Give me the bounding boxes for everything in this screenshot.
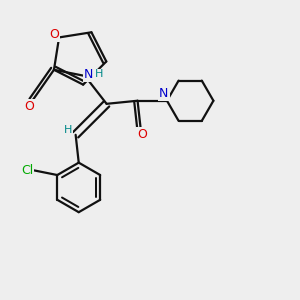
Text: O: O bbox=[137, 128, 147, 141]
Text: H: H bbox=[64, 125, 72, 135]
Text: H: H bbox=[95, 69, 103, 80]
Text: N: N bbox=[159, 87, 169, 101]
Text: N: N bbox=[84, 68, 93, 81]
Text: O: O bbox=[50, 28, 59, 41]
Text: Cl: Cl bbox=[21, 164, 33, 177]
Text: O: O bbox=[24, 100, 34, 113]
